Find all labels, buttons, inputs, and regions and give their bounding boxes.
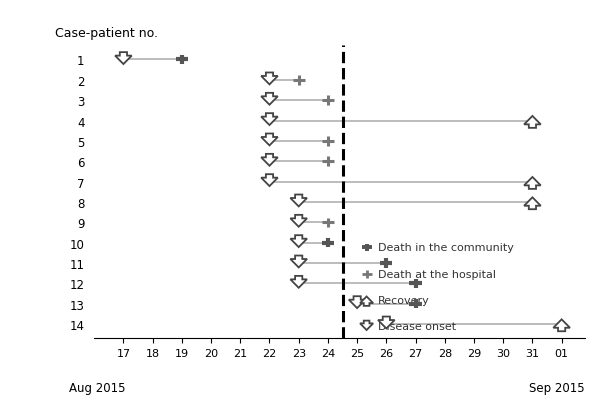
Polygon shape: [261, 134, 278, 146]
Text: Recovery: Recovery: [378, 295, 430, 305]
Polygon shape: [524, 198, 541, 210]
Polygon shape: [290, 276, 307, 288]
Text: Death at the hospital: Death at the hospital: [378, 269, 496, 279]
Polygon shape: [349, 296, 365, 308]
Text: Case-patient no.: Case-patient no.: [55, 27, 158, 40]
Text: Disease onset: Disease onset: [378, 322, 456, 332]
Text: Aug 2015: Aug 2015: [69, 381, 125, 394]
Polygon shape: [553, 320, 570, 331]
Polygon shape: [360, 297, 373, 306]
Polygon shape: [290, 195, 307, 207]
Polygon shape: [290, 236, 307, 247]
Polygon shape: [261, 93, 278, 105]
Text: Sep 2015: Sep 2015: [529, 381, 585, 394]
Polygon shape: [261, 73, 278, 85]
Polygon shape: [524, 178, 541, 189]
Polygon shape: [524, 117, 541, 129]
Polygon shape: [290, 215, 307, 227]
Polygon shape: [290, 256, 307, 268]
Polygon shape: [378, 317, 395, 329]
Polygon shape: [115, 53, 132, 65]
Polygon shape: [261, 154, 278, 166]
Polygon shape: [360, 321, 373, 330]
Polygon shape: [261, 114, 278, 126]
Polygon shape: [261, 175, 278, 186]
Text: Death in the community: Death in the community: [378, 243, 514, 253]
